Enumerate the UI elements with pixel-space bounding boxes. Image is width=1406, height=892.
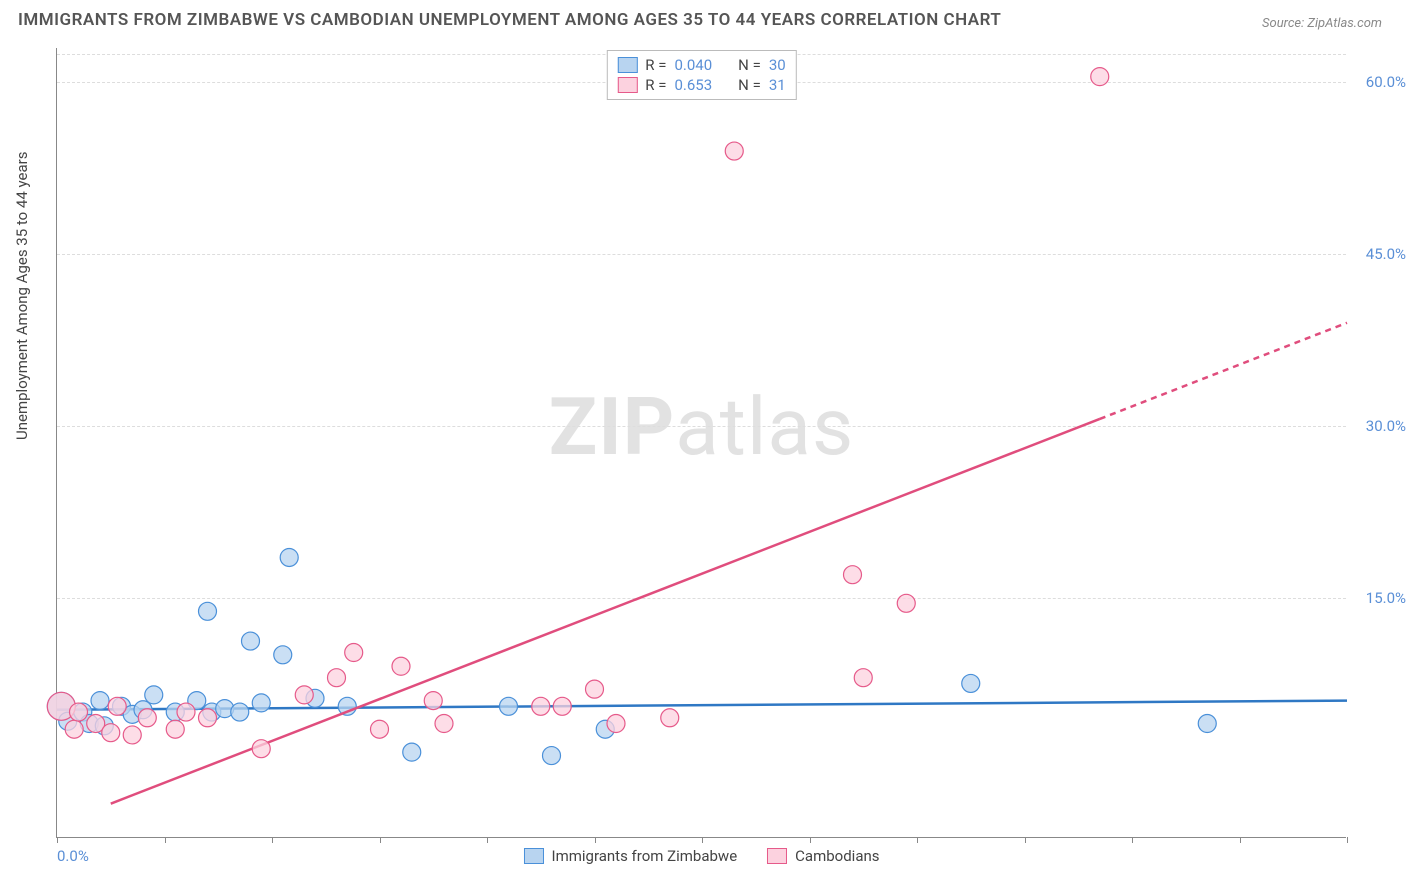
y-axis-label: Unemployment Among Ages 35 to 44 years (13, 152, 31, 440)
legend-label-2: Cambodians (795, 847, 879, 865)
bottom-legend: Immigrants from Zimbabwe Cambodians (523, 847, 879, 865)
swatch-series-2 (767, 848, 787, 864)
legend-item-2: Cambodians (767, 847, 879, 865)
correlation-row-2: R = 0.653 N = 31 (617, 75, 785, 95)
n-value-2: 31 (769, 76, 786, 94)
swatch-series-1 (523, 848, 543, 864)
swatch-series-1 (617, 57, 637, 73)
n-label: N = (738, 56, 761, 74)
r-label: R = (645, 56, 666, 74)
legend-label-1: Immigrants from Zimbabwe (551, 847, 737, 865)
n-label: N = (738, 76, 761, 94)
r-value-1: 0.040 (674, 56, 712, 74)
source-attribution: Source: ZipAtlas.com (1262, 16, 1382, 31)
swatch-series-2 (617, 77, 637, 93)
correlation-row-1: R = 0.040 N = 30 (617, 55, 785, 75)
plot-area: ZIPatlas 15.0%30.0%45.0%60.0% 0.0% R = 0… (56, 48, 1346, 838)
chart-title: IMMIGRANTS FROM ZIMBABWE VS CAMBODIAN UN… (18, 10, 1001, 30)
r-value-2: 0.653 (674, 76, 712, 94)
n-value-1: 30 (769, 56, 786, 74)
scatter-plot-svg (57, 48, 1346, 837)
legend-item-1: Immigrants from Zimbabwe (523, 847, 737, 865)
correlation-legend: R = 0.040 N = 30 R = 0.653 N = 31 (606, 50, 796, 100)
r-label: R = (645, 76, 666, 94)
